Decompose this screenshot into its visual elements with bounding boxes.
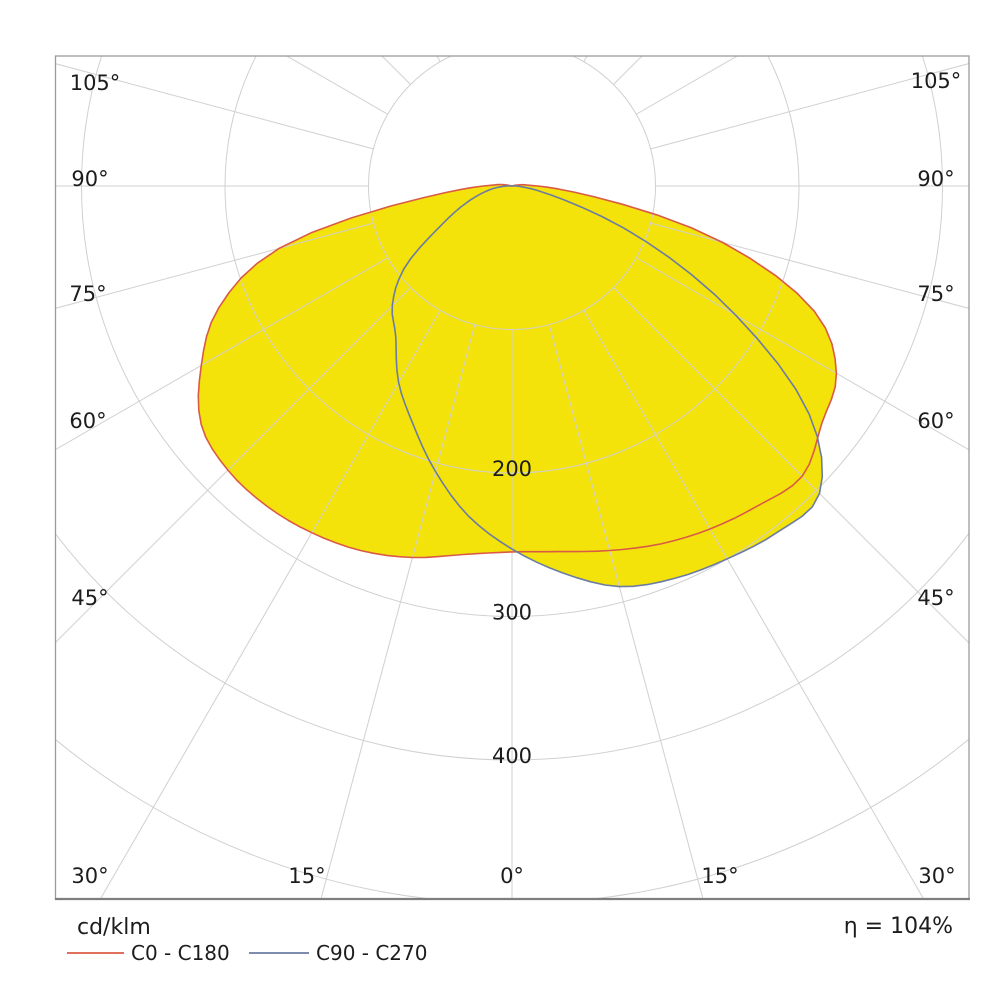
grid-ray-15-right <box>548 324 704 899</box>
angle-label-right-60: 60° <box>917 409 954 433</box>
ring-label-200: 200 <box>492 457 532 481</box>
c90-c270-curve <box>391 185 824 588</box>
intensity-fill-layer <box>198 184 837 587</box>
grid-ray-105-left <box>55 63 374 150</box>
angle-axis-labels: 105° 90° 75° 60° 45° 30° 15° 0° 15° 30° 45° 60° 75° 9… <box>69 69 961 888</box>
grid-ray-105-right <box>650 63 969 150</box>
angle-label-bottom-right-30: 30° <box>918 864 955 888</box>
grid-ray-135-left <box>381 56 411 85</box>
grid-ray-15-left <box>320 324 476 899</box>
angle-label-left-105: 105° <box>70 71 121 95</box>
angle-label-right-75: 75° <box>917 282 954 306</box>
angle-label-right-45: 45° <box>917 586 954 610</box>
unit-label: cd/klm <box>77 915 151 940</box>
grid-ray-75-left <box>55 222 374 309</box>
ring-label-300: 300 <box>492 601 532 625</box>
angle-label-left-45: 45° <box>71 586 108 610</box>
c0-c180-curve <box>197 183 838 559</box>
grid-ray-60-right <box>636 257 969 451</box>
grid-ray-30-right <box>583 310 925 899</box>
angle-label-left-60: 60° <box>69 409 106 433</box>
angle-label-bottom-center-0: 0° <box>500 864 524 888</box>
grid-ray-45-right <box>613 287 969 644</box>
grid-ray-45-left <box>55 287 411 644</box>
angle-label-right-90: 90° <box>917 167 954 191</box>
legend-label-c90-c270: C90 - C270 <box>316 941 427 965</box>
ring-label-400: 400 <box>492 744 532 768</box>
grid-ray-60-left <box>55 257 388 451</box>
grid-ray-75-right <box>650 222 969 309</box>
intensity-curve-layer <box>197 183 838 588</box>
angle-label-bottom-left-30: 30° <box>71 864 108 888</box>
angle-label-left-90: 90° <box>71 167 108 191</box>
angle-label-left-75: 75° <box>69 282 106 306</box>
angle-label-bottom-right-15: 15° <box>701 864 738 888</box>
efficiency-label: η = 104% <box>844 914 953 939</box>
grid-ray-120-left <box>285 56 388 115</box>
angle-label-bottom-left-15: 15° <box>288 864 325 888</box>
angle-label-right-105: 105° <box>911 69 962 93</box>
grid-ray-150-left <box>436 56 441 62</box>
ring-value-labels: 200 300 400 <box>492 457 532 768</box>
grid-ray-30-left <box>99 310 441 899</box>
legend-label-c0-c180: C0 - C180 <box>131 941 230 965</box>
legend: cd/klm C0 - C180 C90 - C270 η = 104% <box>67 914 953 965</box>
intensity-area-c90-c270 <box>392 185 823 587</box>
grid-ray-120-right <box>636 56 739 115</box>
grid-ray-150-right <box>583 56 588 62</box>
